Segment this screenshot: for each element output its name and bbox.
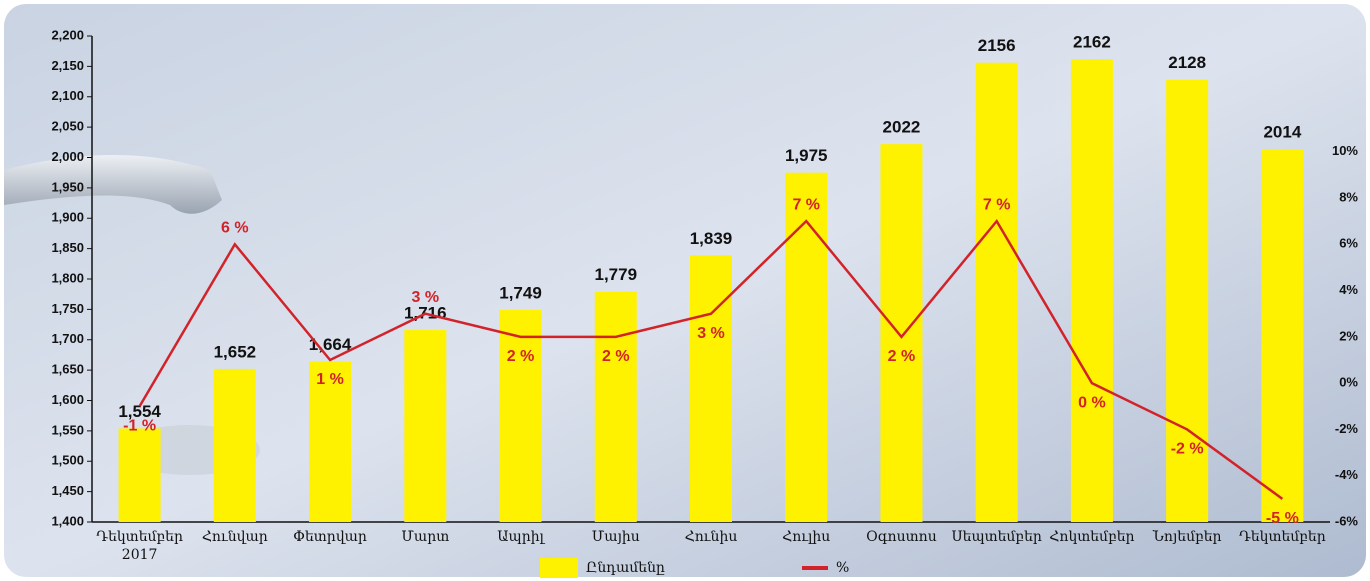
x-tick-label: Հուլիս [782,529,830,545]
line-value-label: 2 % [888,348,916,365]
bar-value-label: 1,779 [594,265,637,284]
y2-tick-label: 8% [1339,189,1358,204]
bar [880,144,922,522]
line-value-label: 7 % [792,196,820,213]
y-tick-label: 2,150 [51,58,84,73]
legend-label: Ընդամենը [586,560,665,576]
y2-tick-label: 0% [1339,375,1358,390]
y-tick-label: 1,800 [51,270,84,285]
x-tick-label: Սեպտեմբեր [951,529,1041,545]
bar-value-label: 2022 [883,118,921,137]
bar [785,173,827,522]
y-tick-label: 2,050 [51,119,84,134]
bar [214,369,256,522]
y2-tick-label: -4% [1335,467,1359,482]
x-tick-label: Մարտ [401,529,449,545]
y-tick-label: 1,600 [51,392,84,407]
legend-label: % [836,560,849,576]
bar [1071,59,1113,522]
line-value-label: -5 % [1266,510,1299,527]
x-tick-label: Նոյեմբեր [1152,529,1222,545]
y-tick-label: 2,200 [51,27,84,42]
y2-tick-label: 2% [1339,328,1358,343]
line-value-label: 3 % [697,325,725,342]
y2-tick-label: 4% [1339,282,1358,297]
bar-value-label: 2128 [1168,53,1206,72]
bar [690,255,732,522]
x-tick-sublabel: 2017 [122,547,158,563]
legend-swatch [540,558,578,578]
x-tick-label: Փետրվար [293,529,367,545]
y-tick-label: 2,000 [51,149,84,164]
y-tick-label: 1,950 [51,179,84,194]
line-value-label: 7 % [983,196,1011,213]
bar [404,330,446,522]
bar-value-label: 1,975 [785,146,828,165]
y2-tick-label: 6% [1339,236,1358,251]
y2-tick-label: -6% [1335,513,1359,528]
line-value-label: -2 % [1171,441,1204,458]
y-tick-label: 2,100 [51,88,84,103]
bar-value-label: 1,839 [690,229,733,248]
bar-value-label: 2014 [1263,122,1301,141]
x-tick-label: Դեկտեմբեր [96,529,183,545]
bar-value-label: 2156 [978,36,1016,55]
y-tick-label: 1,700 [51,331,84,346]
bar-value-label: 1,749 [499,283,542,302]
x-tick-label: Հոկտեմբեր [1049,529,1134,545]
bar [976,63,1018,522]
x-tick-label: Օգոստոս [866,529,937,545]
y-tick-label: 1,850 [51,240,84,255]
y2-tick-label: -2% [1335,421,1359,436]
line-value-label: 2 % [507,348,535,365]
line-value-label: 0 % [1078,394,1106,411]
bar [500,310,542,522]
y-tick-label: 1,500 [51,453,84,468]
x-tick-label: Մայիս [592,529,640,545]
y-tick-label: 1,450 [51,483,84,498]
bar [1261,149,1303,522]
line-value-label: 2 % [602,348,630,365]
line-value-label: 3 % [412,289,440,306]
x-tick-label: Հունվար [202,529,268,545]
x-tick-label: Դեկտեմբեր [1239,529,1326,545]
line-value-label: 1 % [316,371,344,388]
y-tick-label: 1,750 [51,301,84,316]
bar-value-label: 2162 [1073,33,1111,52]
x-tick-label: Հունիս [685,529,738,545]
y-tick-label: 1,550 [51,422,84,437]
y-tick-label: 1,650 [51,362,84,377]
bar [119,428,161,522]
line-value-label: 6 % [221,220,249,237]
chart: 1,400 1,450 1,500 1,550 1,600 1,650 1,700 1,750… [0,0,1370,581]
bar [595,292,637,522]
y-tick-label: 1,400 [51,513,84,528]
y2-tick-label: 10% [1332,143,1358,158]
line-value-label: -1 % [123,418,156,435]
y-tick-label: 1,900 [51,210,84,225]
bar-value-label: 1,652 [214,342,257,361]
x-tick-label: Ապրիլ [497,529,545,545]
